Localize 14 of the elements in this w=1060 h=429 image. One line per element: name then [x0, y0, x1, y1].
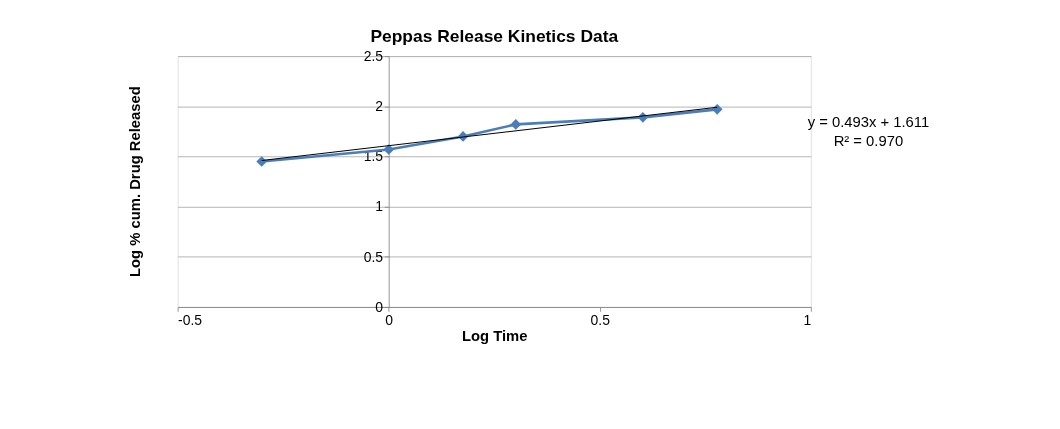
x-tick-label: 0.5	[590, 311, 611, 328]
y-tick-label: 1.5	[363, 148, 384, 165]
chart-title: Peppas Release Kinetics Data	[370, 26, 619, 47]
y-tick-label: 2	[375, 98, 384, 115]
y-tick-label: 0	[375, 298, 384, 315]
annotation: y = 0.493x + 1.611	[807, 113, 930, 130]
y-tick-label: 2.5	[363, 47, 384, 64]
x-tick-label: -0.5	[178, 311, 203, 328]
text: R² = 0.970	[833, 132, 904, 149]
y-tick-label: 1	[375, 198, 384, 215]
y-axis-title: Log % cum. Drug Released	[127, 86, 144, 277]
x-axis-title: Log Time	[461, 327, 528, 344]
x-tick-label: 1	[803, 311, 812, 328]
y-tick-label: 0.5	[363, 248, 384, 265]
